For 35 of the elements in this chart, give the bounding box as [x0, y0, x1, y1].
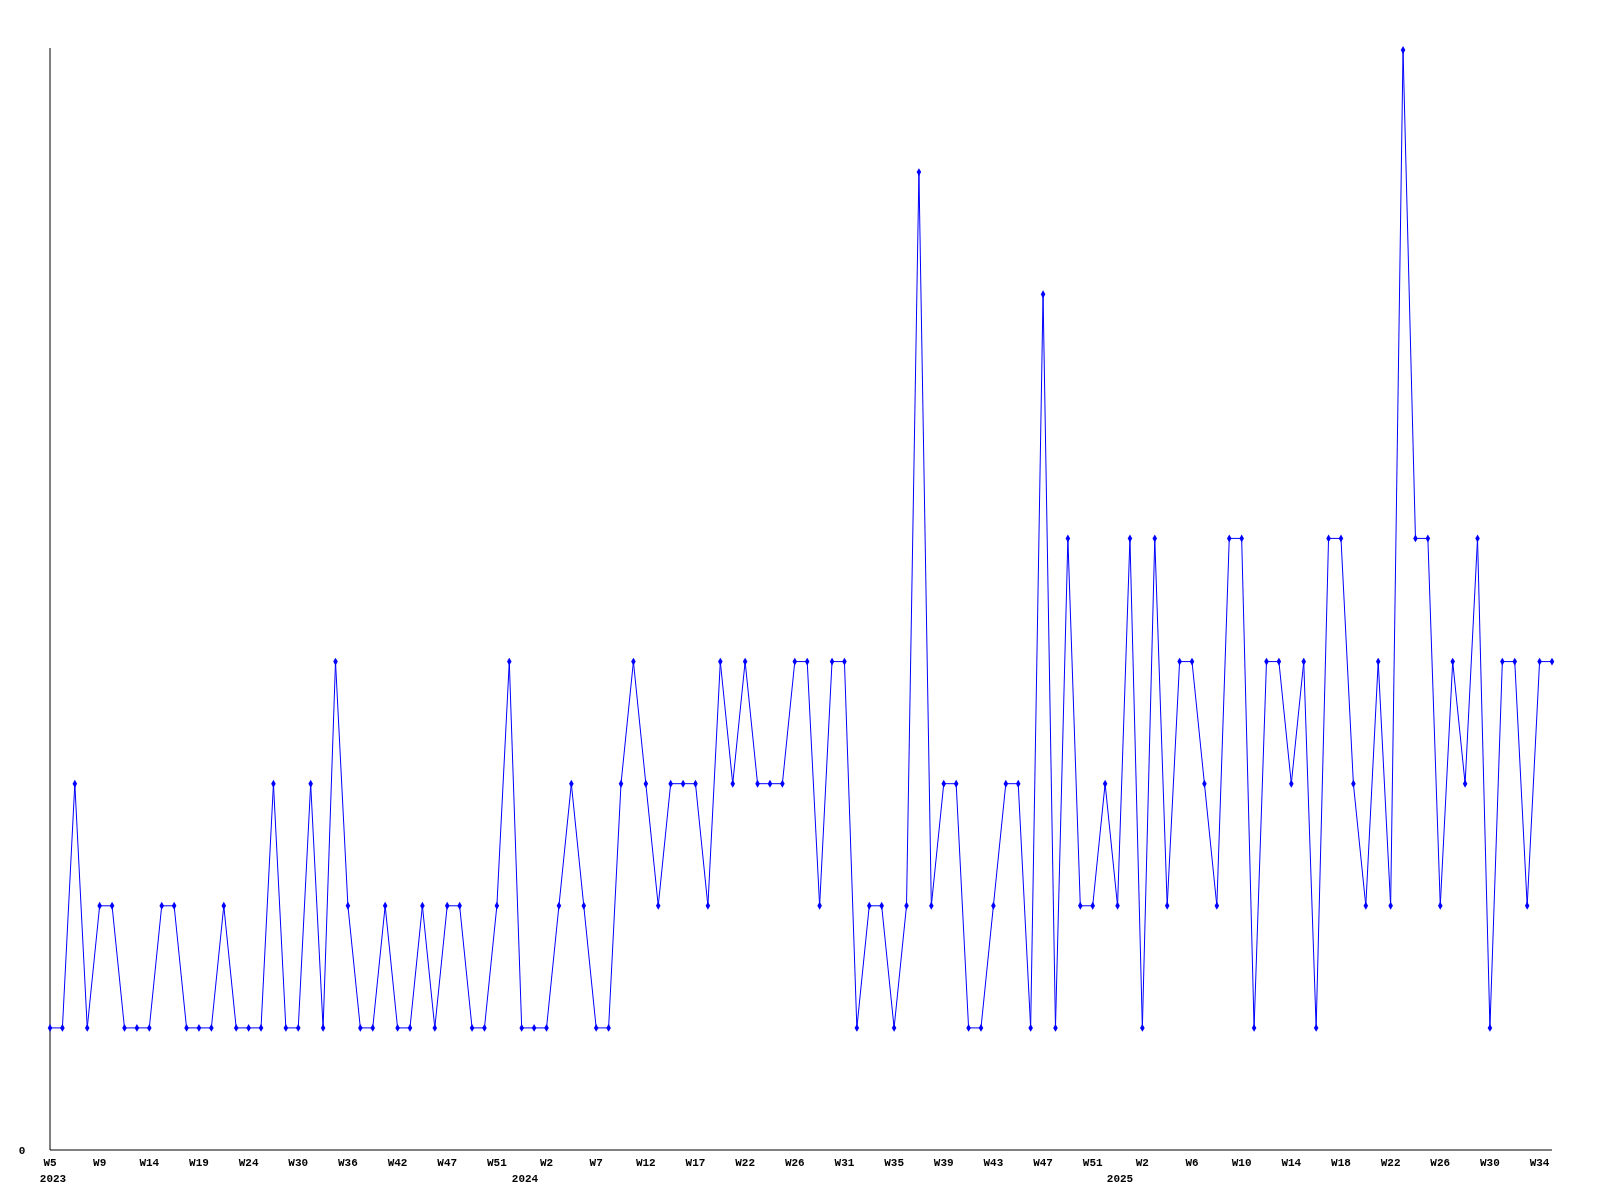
text: 2024	[511, 1173, 539, 1185]
x-tick-label: W7	[589, 1157, 603, 1169]
x-tick-label: W51	[486, 1157, 508, 1169]
x-tick-label: W14	[139, 1157, 160, 1169]
x-tick-label: W31	[834, 1157, 855, 1169]
x-tick-label: W14	[1281, 1157, 1302, 1169]
x-tick-label: W5	[43, 1157, 57, 1169]
x-tick-label: W47	[437, 1157, 458, 1169]
x-tick-label: W12	[635, 1157, 656, 1169]
x-tick-label: W42	[387, 1157, 408, 1169]
x-tick-label: W36	[338, 1157, 358, 1169]
text: 2023	[39, 1173, 67, 1185]
x-tick-label: W6	[1185, 1157, 1199, 1169]
x-tick-label: W17	[685, 1157, 706, 1169]
x-tick-label: W22	[735, 1157, 756, 1169]
x-tick-label: W35	[884, 1157, 905, 1169]
x-tick-label: W47	[1033, 1157, 1053, 1169]
x-tick-label: W34	[1529, 1157, 1550, 1169]
x-tick-label: W30	[288, 1157, 309, 1169]
x-tick-label: W2	[1135, 1157, 1149, 1169]
x-tick-label: W26	[1430, 1157, 1451, 1169]
x-tick-label: W19	[189, 1157, 209, 1169]
x-tick-label: W22	[1380, 1157, 1401, 1169]
x-tick-label: W43	[983, 1157, 1004, 1169]
x-tick-label: W26	[784, 1157, 805, 1169]
x-tick-label: W24	[238, 1157, 259, 1169]
text: 0	[18, 1145, 26, 1157]
x-tick-label: W30	[1480, 1157, 1500, 1169]
x-tick-label: W2	[539, 1157, 554, 1169]
x-tick-label: W39	[933, 1157, 954, 1169]
x-tick-label: W10	[1231, 1157, 1252, 1169]
x-tick-label: W51	[1082, 1157, 1104, 1169]
x-tick-label: W18	[1331, 1157, 1352, 1169]
x-tick-label: W9	[93, 1157, 107, 1169]
text: 2025	[1106, 1173, 1134, 1185]
